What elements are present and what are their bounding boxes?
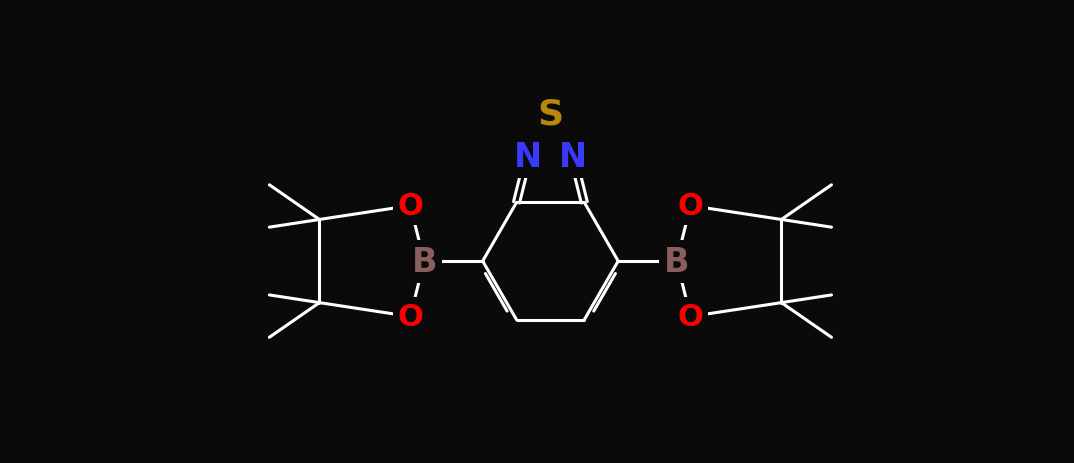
Text: N: N: [514, 140, 542, 174]
Text: B: B: [664, 245, 690, 278]
Text: O: O: [397, 302, 423, 331]
Text: B: B: [411, 245, 437, 278]
Text: O: O: [678, 302, 703, 331]
Text: N: N: [558, 140, 586, 174]
Text: S: S: [537, 98, 564, 131]
Text: O: O: [678, 192, 703, 221]
Text: O: O: [397, 192, 423, 221]
